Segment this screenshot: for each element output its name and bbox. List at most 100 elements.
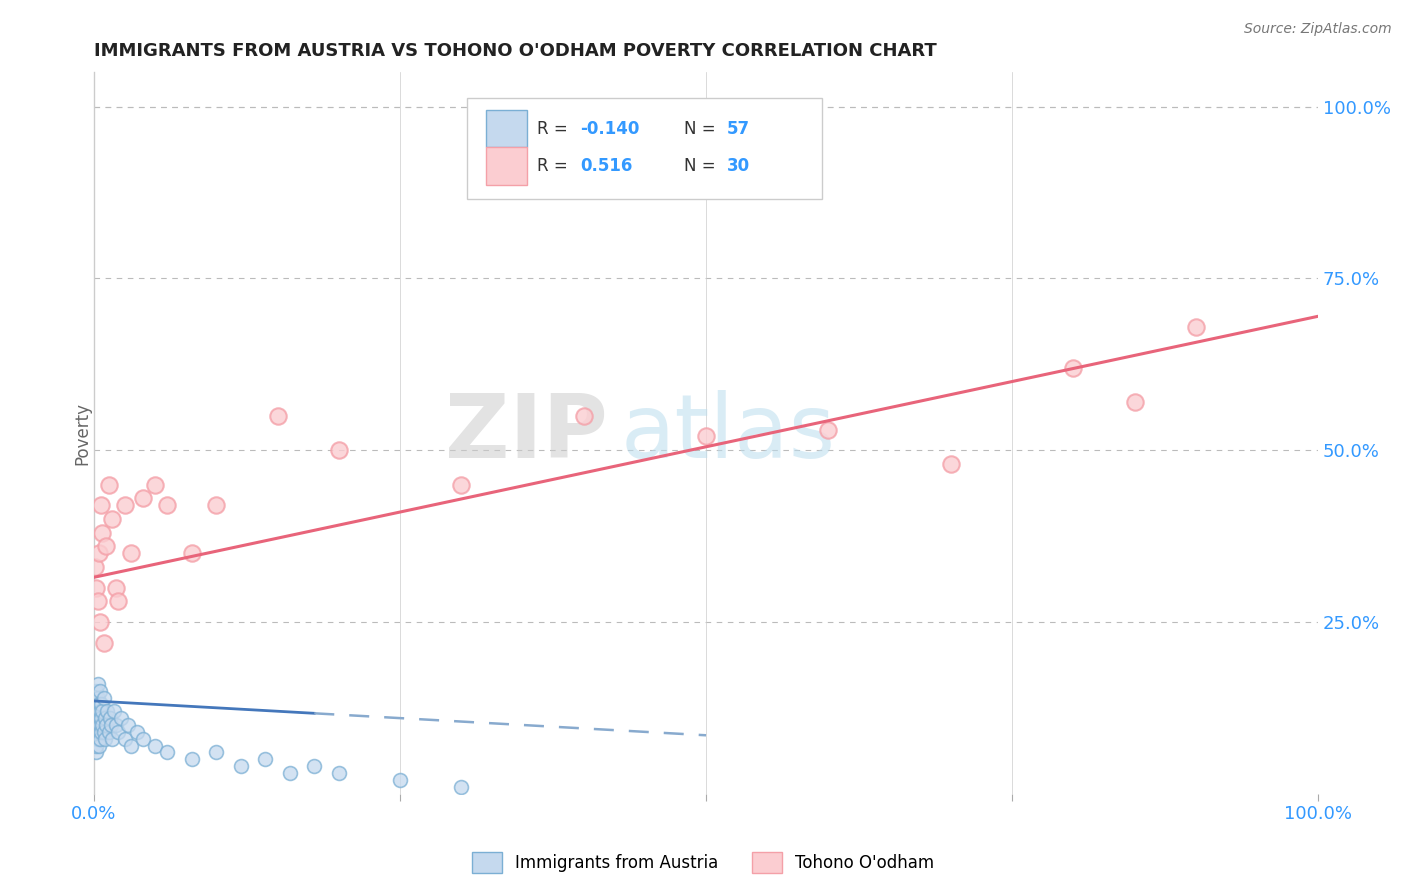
FancyBboxPatch shape — [467, 97, 823, 199]
Point — [328, 443, 350, 458]
Point — [117, 718, 139, 732]
Point — [101, 731, 124, 746]
Point — [86, 724, 108, 739]
Point — [87, 724, 110, 739]
Point — [96, 718, 118, 732]
Point — [89, 683, 111, 698]
Point — [86, 718, 108, 732]
Text: atlas: atlas — [620, 390, 835, 476]
Point — [86, 677, 108, 691]
Point — [91, 718, 114, 732]
Point — [572, 409, 595, 423]
Point — [94, 731, 117, 746]
Point — [94, 711, 117, 725]
Point — [107, 594, 129, 608]
Point — [87, 698, 110, 712]
Point — [132, 491, 155, 506]
Point — [86, 581, 108, 595]
Point — [90, 711, 112, 725]
Point — [266, 409, 288, 423]
Point — [450, 477, 472, 491]
Point — [90, 498, 112, 512]
Point — [104, 581, 127, 595]
Point — [107, 724, 129, 739]
Point — [86, 746, 108, 760]
Point — [114, 731, 136, 746]
Point — [1184, 319, 1206, 334]
Point — [89, 718, 111, 732]
Point — [97, 477, 120, 491]
Point — [304, 759, 326, 773]
Point — [143, 477, 166, 491]
Point — [86, 594, 108, 608]
Point — [84, 704, 107, 718]
Point — [91, 704, 114, 718]
Point — [695, 429, 717, 443]
Point — [101, 512, 124, 526]
Point — [104, 718, 127, 732]
Point — [939, 457, 962, 471]
Point — [450, 780, 472, 794]
Point — [120, 546, 142, 560]
Point — [132, 731, 155, 746]
Text: R =: R = — [537, 120, 574, 137]
Text: N =: N = — [683, 157, 721, 175]
Text: IMMIGRANTS FROM AUSTRIA VS TOHONO O'ODHAM POVERTY CORRELATION CHART: IMMIGRANTS FROM AUSTRIA VS TOHONO O'ODHA… — [94, 42, 936, 60]
Point — [87, 711, 110, 725]
Point — [180, 546, 202, 560]
Point — [84, 731, 107, 746]
Point — [100, 718, 122, 732]
Point — [254, 752, 277, 766]
Text: -0.140: -0.140 — [579, 120, 640, 137]
Point — [90, 698, 112, 712]
Point — [86, 739, 108, 753]
Point — [90, 724, 112, 739]
Point — [86, 704, 108, 718]
Point — [89, 731, 111, 746]
Point — [156, 498, 179, 512]
FancyBboxPatch shape — [485, 110, 527, 147]
Point — [328, 766, 350, 780]
Text: ZIP: ZIP — [446, 390, 609, 476]
Point — [125, 724, 148, 739]
Text: 57: 57 — [727, 120, 749, 137]
Point — [388, 772, 411, 787]
Point — [98, 711, 121, 725]
Point — [86, 690, 108, 705]
Point — [97, 724, 120, 739]
Y-axis label: Poverty: Poverty — [75, 401, 91, 465]
Point — [114, 498, 136, 512]
FancyBboxPatch shape — [485, 147, 527, 185]
Text: N =: N = — [683, 120, 721, 137]
Point — [103, 704, 125, 718]
Point — [86, 711, 108, 725]
Point — [205, 498, 228, 512]
Text: 30: 30 — [727, 157, 749, 175]
Point — [156, 746, 179, 760]
Legend: Immigrants from Austria, Tohono O'odham: Immigrants from Austria, Tohono O'odham — [465, 846, 941, 880]
Point — [143, 739, 166, 753]
Point — [205, 746, 228, 760]
Point — [86, 731, 108, 746]
Point — [84, 718, 107, 732]
Point — [1062, 360, 1084, 375]
Point — [278, 766, 301, 780]
Point — [86, 698, 108, 712]
Point — [86, 683, 108, 698]
Point — [91, 525, 114, 540]
Text: R =: R = — [537, 157, 574, 175]
Point — [1123, 395, 1146, 409]
Point — [817, 423, 839, 437]
Point — [89, 615, 111, 629]
Point — [87, 739, 110, 753]
Point — [84, 560, 107, 574]
Point — [229, 759, 252, 773]
Point — [96, 704, 118, 718]
Point — [120, 739, 142, 753]
Point — [110, 711, 132, 725]
Point — [93, 635, 115, 649]
Text: 0.516: 0.516 — [579, 157, 633, 175]
Text: Source: ZipAtlas.com: Source: ZipAtlas.com — [1244, 22, 1392, 37]
Point — [96, 540, 118, 554]
Point — [93, 724, 115, 739]
